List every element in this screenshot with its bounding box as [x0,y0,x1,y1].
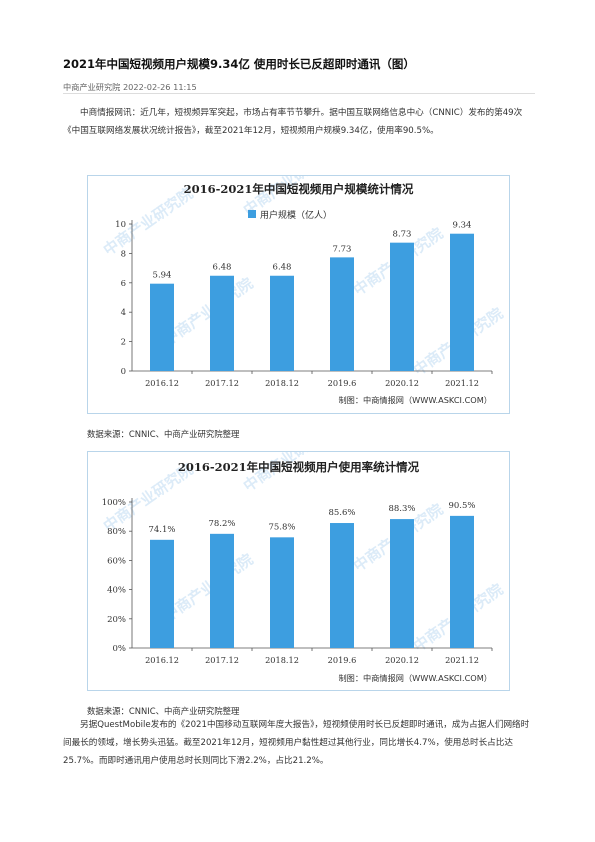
x-tick-label: 2017.12 [205,378,239,388]
x-tick-label: 2016.12 [145,655,179,665]
article-title: 2021年中国短视频用户规模9.34亿 使用时长已反超即时通讯（图） [63,57,415,71]
bar [330,257,354,371]
bar [210,275,234,371]
x-tick-label: 2018.12 [265,378,299,388]
bar [270,275,294,371]
y-tick-label: 10 [115,220,126,230]
data-label: 7.73 [333,244,352,254]
chart-title: 2016-2021年中国短视频用户规模统计情况 [184,182,414,196]
x-tick-label: 2018.12 [265,655,299,665]
data-label: 6.48 [273,263,292,273]
data-label: 74.1% [148,525,175,535]
usage-rate-chart-svg: 中商产业研究院中商产业研究院中商产业研究院中商产业研究院中商产业研究院2016-… [100,452,506,683]
watermark-text: 中商产业研究院 [160,274,256,349]
legend-swatch [248,210,256,218]
chart-credit: 制图：中商情报网（WWW.ASKCI.COM） [338,673,492,683]
data-label: 90.5% [448,501,475,511]
bar [270,537,294,648]
y-tick-label: 2 [121,338,126,348]
questmobile-paragraph: 另据QuestMobile发布的《2021中国移动互联网年度大报告》，短视频使用… [63,720,530,766]
data-label: 78.2% [208,519,235,529]
y-tick-label: 0% [113,644,127,654]
bar [390,519,414,648]
data-label: 85.6% [328,508,355,518]
x-tick-label: 2017.12 [205,655,239,665]
bar [390,242,414,371]
data-label: 75.8% [268,522,295,532]
y-tick-label: 8 [121,249,126,259]
chart-credit: 制图：中商情报网（WWW.ASKCI.COM） [338,395,492,405]
chart2-source-caption: 数据来源：CNNIC、中商产业研究院整理 [87,706,240,716]
y-tick-label: 0 [121,367,126,377]
article-source[interactable]: 中商产业研究院 [63,82,121,92]
x-tick-label: 2016.12 [145,378,179,388]
data-label: 88.3% [388,504,415,514]
data-label: 9.34 [453,221,472,231]
y-tick-label: 100% [102,498,126,508]
x-tick-label: 2019.6 [328,378,357,388]
watermark-text: 中商产业研究院 [160,550,256,625]
y-tick-label: 80% [107,527,126,537]
article-date: 2022-02-26 11:15 [122,82,197,92]
x-tick-label: 2020.12 [385,655,419,665]
x-tick-label: 2021.12 [445,655,479,665]
y-tick-label: 6 [121,279,126,289]
bar [450,515,474,648]
y-tick-label: 60% [107,556,126,566]
y-tick-label: 40% [107,586,126,596]
intro-paragraph: 中商情报网讯：近几年，短视频异军突起，市场占有率节节攀升。据中国互联网络信息中心… [63,108,523,136]
user-scale-chart-svg: 中商产业研究院中商产业研究院中商产业研究院中商产业研究院中商产业研究院2016-… [100,176,506,405]
bar [450,233,474,371]
x-tick-label: 2020.12 [385,378,419,388]
title-divider [63,93,535,94]
usage-rate-chart: 中商产业研究院中商产业研究院中商产业研究院中商产业研究院中商产业研究院2016-… [87,451,510,691]
legend-label: 用户规模（亿人） [260,209,332,221]
chart1-source-caption: 数据来源：CNNIC、中商产业研究院整理 [87,429,240,439]
user-scale-chart: 中商产业研究院中商产业研究院中商产业研究院中商产业研究院中商产业研究院2016-… [87,175,510,414]
data-label: 6.48 [213,263,232,273]
bar [150,539,174,648]
bar [210,533,234,648]
bar [150,283,174,371]
data-label: 8.73 [393,230,412,240]
bar [330,523,354,648]
chart-title: 2016-2021年中国短视频用户使用率统计情况 [178,460,420,474]
x-tick-label: 2021.12 [445,378,479,388]
article-meta: 中商产业研究院 2022-02-26 11:15 [63,81,197,93]
x-tick-label: 2019.6 [328,655,357,665]
y-tick-label: 20% [107,615,126,625]
y-tick-label: 4 [121,308,126,318]
data-label: 5.94 [153,271,172,281]
